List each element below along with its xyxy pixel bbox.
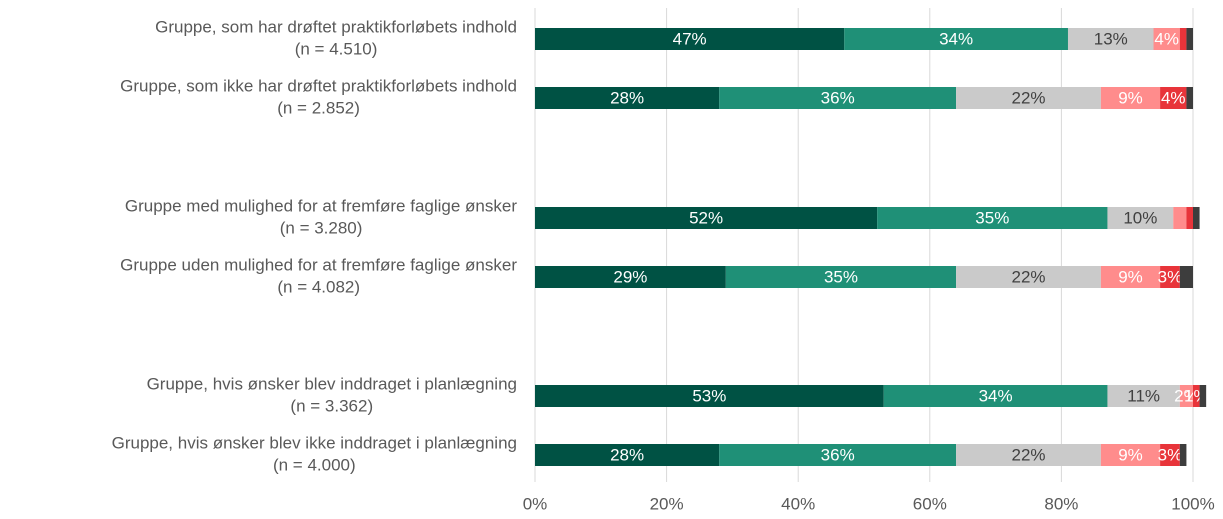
data-label: 2% bbox=[1174, 386, 1199, 405]
x-tick-label: 100% bbox=[1171, 494, 1214, 513]
bar-segment bbox=[535, 87, 720, 109]
bar-segment bbox=[1186, 87, 1193, 109]
x-tick-label: 0% bbox=[523, 494, 548, 513]
bar-segment bbox=[1160, 444, 1180, 466]
bar-segment bbox=[1107, 385, 1180, 407]
bar-segment bbox=[1179, 444, 1187, 466]
bar-segment bbox=[1193, 385, 1200, 407]
bar-segment bbox=[535, 385, 884, 407]
bar-segment bbox=[535, 207, 878, 229]
bar-segment bbox=[719, 87, 957, 109]
bar-segment bbox=[883, 385, 1108, 407]
bar-segment bbox=[1199, 385, 1207, 407]
category-label: Gruppe, hvis ønsker blev ikke inddraget … bbox=[112, 433, 517, 452]
bar-segment bbox=[535, 28, 845, 50]
x-tick-label: 20% bbox=[650, 494, 684, 513]
category-label: Gruppe, som har drøftet praktikforløbets… bbox=[155, 17, 517, 36]
category-label: (n = 3.280) bbox=[280, 218, 363, 237]
data-label: 35% bbox=[975, 208, 1009, 227]
bar-segment bbox=[1193, 207, 1200, 229]
data-label: 3% bbox=[1158, 267, 1183, 286]
bar-segment bbox=[1173, 207, 1187, 229]
category-label: Gruppe med mulighed for at fremføre fagl… bbox=[125, 196, 517, 215]
bar-segment bbox=[956, 87, 1101, 109]
data-label: 36% bbox=[821, 445, 855, 464]
data-label: 22% bbox=[1011, 267, 1045, 286]
bar-segment bbox=[956, 444, 1101, 466]
bar-segment bbox=[1179, 266, 1193, 288]
data-label: 34% bbox=[979, 386, 1013, 405]
x-tick-label: 40% bbox=[781, 494, 815, 513]
data-label: 28% bbox=[610, 445, 644, 464]
bar-segment bbox=[535, 266, 726, 288]
data-label: 22% bbox=[1011, 445, 1045, 464]
category-label: (n = 4.000) bbox=[273, 455, 356, 474]
category-label: (n = 3.362) bbox=[290, 396, 373, 415]
bar-segment bbox=[1100, 444, 1161, 466]
data-label: 34% bbox=[939, 29, 973, 48]
bar-segment bbox=[844, 28, 1068, 50]
bar-segment bbox=[1179, 28, 1187, 50]
data-label: 9% bbox=[1118, 267, 1143, 286]
bar-segment bbox=[535, 444, 720, 466]
category-label: Gruppe uden mulighed for at fremføre fag… bbox=[120, 255, 517, 274]
category-label: (n = 2.852) bbox=[277, 98, 360, 117]
bar-segment bbox=[1179, 385, 1193, 407]
bar-segment bbox=[725, 266, 957, 288]
data-label: 36% bbox=[821, 88, 855, 107]
data-label: 13% bbox=[1094, 29, 1128, 48]
data-label: 9% bbox=[1118, 445, 1143, 464]
bar-segment bbox=[1160, 266, 1180, 288]
bar-segment bbox=[877, 207, 1108, 229]
x-tick-label: 80% bbox=[1044, 494, 1078, 513]
bar-segment bbox=[1186, 28, 1193, 50]
bar-segment bbox=[719, 444, 957, 466]
bar-segment bbox=[1100, 87, 1161, 109]
data-label: 4% bbox=[1154, 29, 1179, 48]
data-label: 53% bbox=[692, 386, 726, 405]
data-label: 3% bbox=[1158, 445, 1183, 464]
data-label: 29% bbox=[613, 267, 647, 286]
data-label: 9% bbox=[1118, 88, 1143, 107]
data-label: 4% bbox=[1161, 88, 1186, 107]
data-label: 47% bbox=[673, 29, 707, 48]
data-label: 35% bbox=[824, 267, 858, 286]
data-label: 22% bbox=[1011, 88, 1045, 107]
category-label: Gruppe, hvis ønsker blev inddraget i pla… bbox=[147, 374, 517, 393]
x-tick-label: 60% bbox=[913, 494, 947, 513]
category-label: (n = 4.082) bbox=[277, 277, 360, 296]
bar-segment bbox=[1153, 28, 1180, 50]
bar-segment bbox=[1067, 28, 1154, 50]
bar-segment bbox=[1186, 207, 1193, 229]
bar-segment bbox=[1100, 266, 1161, 288]
category-label: Gruppe, som ikke har drøftet praktikforl… bbox=[120, 76, 517, 95]
data-label: 28% bbox=[610, 88, 644, 107]
data-label: 52% bbox=[689, 208, 723, 227]
data-label: 11% bbox=[1127, 386, 1160, 405]
bar-segment bbox=[1107, 207, 1174, 229]
bar-segment bbox=[1160, 87, 1187, 109]
category-label: (n = 4.510) bbox=[295, 39, 378, 58]
data-label: 10% bbox=[1123, 208, 1157, 227]
bar-segment bbox=[956, 266, 1101, 288]
